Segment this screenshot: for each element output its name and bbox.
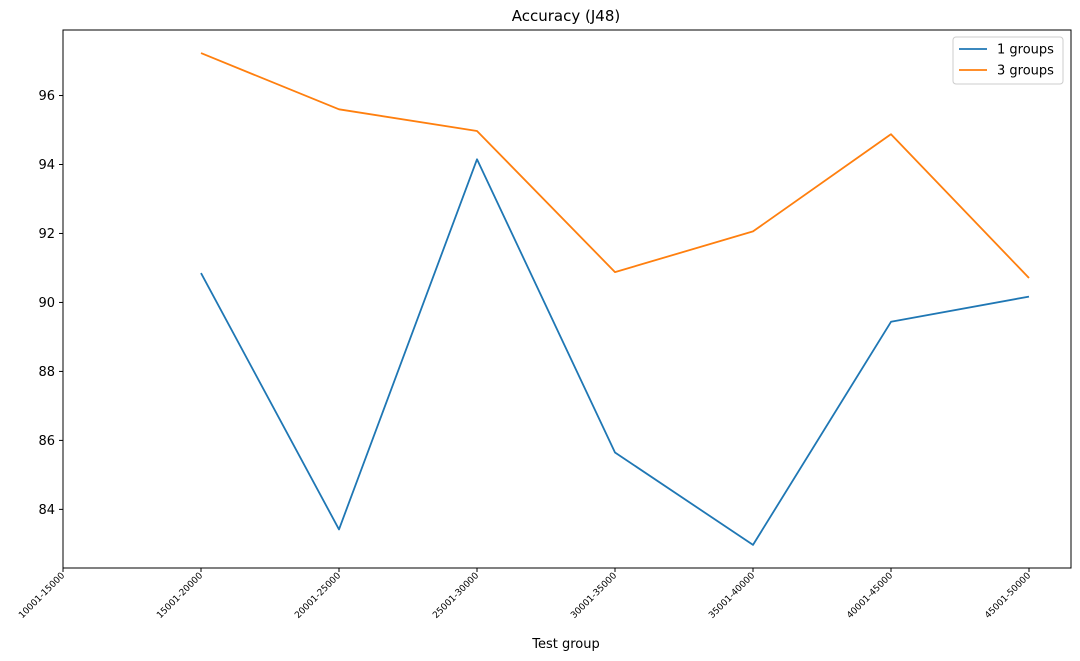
- series-line: [200, 52, 1030, 279]
- plot-frame: [62, 29, 1072, 569]
- x-tick-label: 30001-35000: [569, 571, 619, 621]
- x-tick-label: 20001-25000: [293, 571, 343, 621]
- y-tick-label: 86: [38, 434, 55, 449]
- x-tick-label: 10001-15000: [17, 571, 67, 621]
- y-tick-label: 94: [38, 158, 55, 173]
- chart-title: Accuracy (J48): [512, 7, 620, 25]
- x-tick-label: 15001-20000: [155, 571, 205, 621]
- legend: 1 groups 3 groups: [952, 36, 1064, 85]
- x-axis-label: Test group: [531, 637, 600, 652]
- x-tick-label: 25001-30000: [431, 571, 481, 621]
- x-tick-label: 35001-40000: [707, 571, 757, 621]
- series-line: [200, 158, 1030, 546]
- x-tick-label: 40001-45000: [845, 571, 895, 621]
- legend-label: 3 groups: [997, 64, 1054, 79]
- y-tick-label: 96: [38, 89, 55, 104]
- y-tick-label: 92: [38, 227, 55, 242]
- y-tick-label: 88: [38, 365, 55, 380]
- y-tick-label: 84: [38, 503, 55, 518]
- legend-label: 1 groups: [997, 43, 1054, 58]
- x-tick-label: 45001-50000: [983, 571, 1033, 621]
- y-tick-label: 90: [38, 296, 55, 311]
